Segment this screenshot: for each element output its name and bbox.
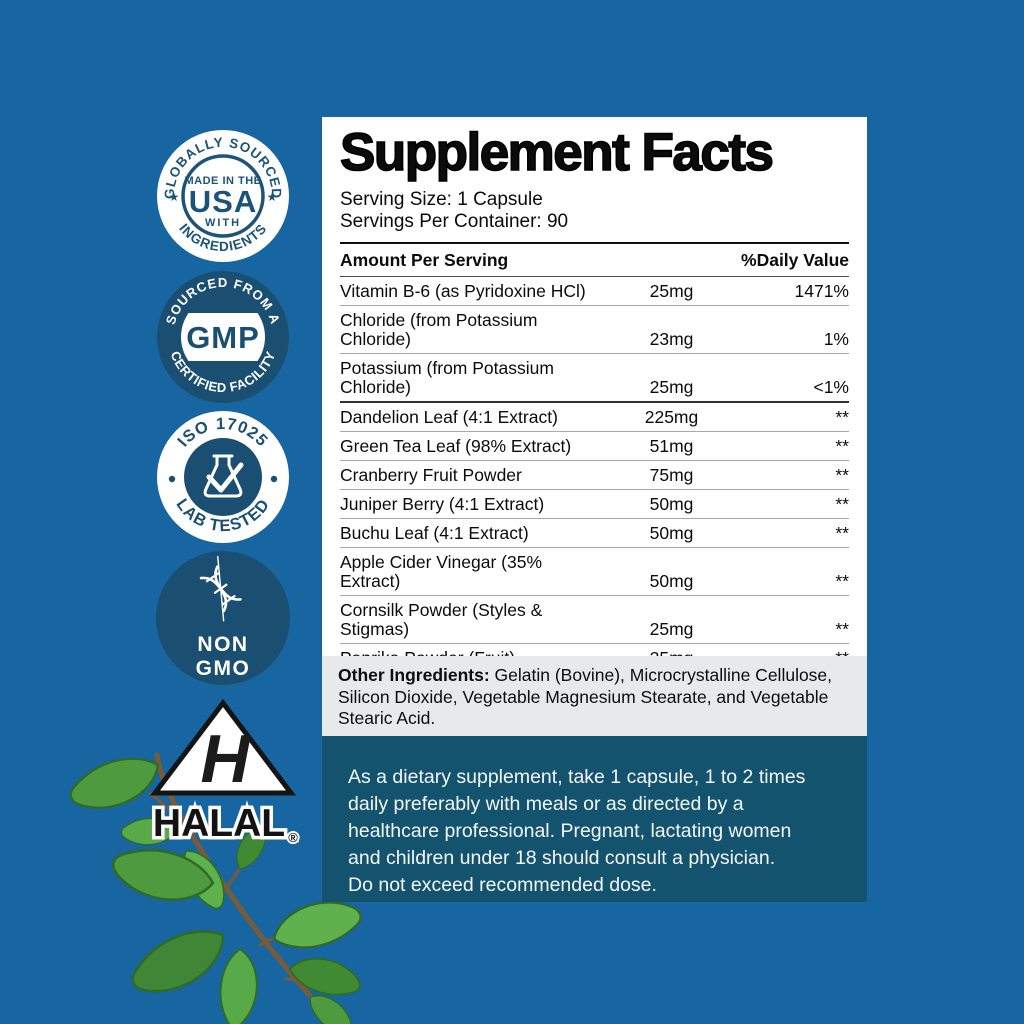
gmp-certified-badge: SOURCED FROM A CERTIFIED FACILITY GMP bbox=[157, 271, 289, 403]
table-row: Cranberry Fruit Powder 75mg ** bbox=[340, 460, 849, 489]
other-ingredients-box: Other Ingredients: Gelatin (Bovine), Mic… bbox=[322, 656, 867, 740]
ingredient-name: Dandelion Leaf (4:1 Extract) bbox=[340, 406, 558, 427]
made-in-usa-badge: GLOBALLY SOURCED INGREDIENTS ★ ★ MADE IN… bbox=[157, 130, 289, 262]
table-row: Dandelion Leaf (4:1 Extract) 225mg ** bbox=[340, 401, 849, 431]
ingredient-amount: 51mg bbox=[649, 435, 694, 456]
other-ingredients-text: Gelatin (Bovine), Microcrystalline Cellu… bbox=[489, 665, 833, 685]
halal-triangle bbox=[149, 698, 297, 796]
other-ingredients-line3: Stearic Acid. bbox=[338, 708, 436, 728]
nongmo-line1: NON bbox=[197, 633, 248, 656]
usa-line1: MADE IN THE bbox=[185, 175, 262, 187]
table-row: Apple Cider Vinegar (35% Extract) 50mg *… bbox=[340, 547, 849, 595]
directions-line: daily preferably with meals or as direct… bbox=[348, 793, 744, 815]
table-row: Vitamin B-6 (as Pyridoxine HCl) 25mg 147… bbox=[340, 277, 849, 305]
other-ingredients-label: Other Ingredients: bbox=[338, 665, 490, 685]
ingredient-amount: 50mg bbox=[649, 522, 694, 543]
flask-check-icon bbox=[203, 454, 244, 498]
iso-lab-tested-badge: ISO 17025 LAB TESTED bbox=[157, 411, 289, 543]
ingredient-daily-value: ** bbox=[835, 618, 849, 639]
star-icon: ★ bbox=[169, 190, 180, 204]
dot-separator bbox=[168, 475, 176, 483]
serving-size: Serving Size: 1 Capsule bbox=[340, 189, 543, 211]
ingredient-daily-value: ** bbox=[835, 464, 849, 485]
usa-line3: WITH bbox=[205, 217, 241, 229]
ingredient-amount: 25mg bbox=[649, 618, 694, 639]
ingredient-amount: 25mg bbox=[649, 376, 694, 397]
supplement-facts-panel: Supplement Facts Serving Size: 1 Capsule… bbox=[322, 117, 867, 744]
table-row: Juniper Berry (4:1 Extract) 50mg ** bbox=[340, 489, 849, 518]
ingredient-name: Potassium (from Potassium Chloride) bbox=[340, 357, 554, 397]
ingredient-amount: 225mg bbox=[644, 406, 699, 427]
nongmo-line2: GMO bbox=[196, 657, 251, 680]
daily-value-header: %Daily Value bbox=[741, 250, 849, 271]
ingredient-name: Vitamin B-6 (as Pyridoxine HCl) bbox=[340, 280, 586, 301]
gmp-center-text: GMP bbox=[186, 320, 260, 355]
servings-per-container: Servings Per Container: 90 bbox=[340, 211, 569, 233]
ingredient-amount: 23mg bbox=[649, 328, 694, 349]
table-row: Cornsilk Powder (Styles & Stigmas) 25mg … bbox=[340, 595, 849, 643]
ingredient-name: Cranberry Fruit Powder bbox=[340, 464, 522, 485]
dna-icon bbox=[199, 555, 242, 622]
ingredient-daily-value: ** bbox=[835, 406, 849, 427]
ingredient-daily-value: ** bbox=[835, 435, 849, 456]
panel-title: Supplement Facts bbox=[339, 123, 775, 182]
ingredient-daily-value: ** bbox=[835, 493, 849, 514]
facts-rows: Vitamin B-6 (as Pyridoxine HCl) 25mg 147… bbox=[340, 277, 849, 701]
ingredient-name: Buchu Leaf (4:1 Extract) bbox=[340, 522, 529, 543]
other-ingredients-line2: Silicon Dioxide, Vegetable Magnesium Ste… bbox=[338, 686, 829, 707]
table-header: Amount Per Serving %Daily Value bbox=[340, 242, 849, 278]
ingredient-amount: 75mg bbox=[649, 464, 694, 485]
directions-line: Do not exceed recommended dose. bbox=[348, 874, 657, 896]
ingredient-amount: 25mg bbox=[649, 280, 694, 301]
table-row: Chloride (from Potassium Chloride) 23mg … bbox=[340, 305, 849, 353]
amount-per-serving-header: Amount Per Serving bbox=[340, 250, 509, 271]
dot-separator bbox=[270, 475, 278, 483]
ingredient-amount: 50mg bbox=[649, 570, 694, 591]
ingredient-amount: 50mg bbox=[649, 493, 694, 514]
halal-badge: H HALAL ® bbox=[149, 698, 300, 848]
ingredient-daily-value: <1% bbox=[813, 376, 849, 397]
halal-label: HALAL bbox=[153, 802, 285, 845]
halal-monogram: H bbox=[200, 721, 251, 797]
ingredient-name: Green Tea Leaf (98% Extract) bbox=[340, 435, 572, 456]
usa-line2: USA bbox=[189, 184, 257, 219]
directions-line: healthcare professional. Pregnant, lacta… bbox=[348, 820, 792, 842]
ingredient-daily-value: 1471% bbox=[794, 280, 850, 301]
other-ingredients-line1: Other Ingredients: Gelatin (Bovine), Mic… bbox=[338, 665, 851, 687]
directions-box: As a dietary supplement, take 1 capsule,… bbox=[322, 736, 867, 902]
badge-circle bbox=[157, 130, 289, 262]
table-row: Buchu Leaf (4:1 Extract) 50mg ** bbox=[340, 518, 849, 547]
star-icon: ★ bbox=[267, 190, 278, 204]
table-row: Green Tea Leaf (98% Extract) 51mg ** bbox=[340, 431, 849, 460]
ingredient-daily-value: ** bbox=[835, 570, 849, 591]
ingredient-name: Chloride (from Potassium Chloride) bbox=[340, 309, 538, 349]
ingredient-name: Juniper Berry (4:1 Extract) bbox=[340, 493, 545, 514]
non-gmo-badge: NON GMO bbox=[156, 551, 290, 685]
directions-line: and children under 18 should consult a p… bbox=[348, 847, 776, 869]
table-row: Potassium (from Potassium Chloride) 25mg… bbox=[340, 353, 849, 401]
ingredient-daily-value: 1% bbox=[823, 328, 849, 349]
ingredient-name: Apple Cider Vinegar (35% Extract) bbox=[340, 551, 543, 591]
ingredient-name: Cornsilk Powder (Styles & Stigmas) bbox=[340, 599, 543, 639]
ingredient-daily-value: ** bbox=[835, 522, 849, 543]
directions-line: As a dietary supplement, take 1 capsule,… bbox=[348, 766, 806, 788]
registered-mark: ® bbox=[288, 830, 298, 845]
